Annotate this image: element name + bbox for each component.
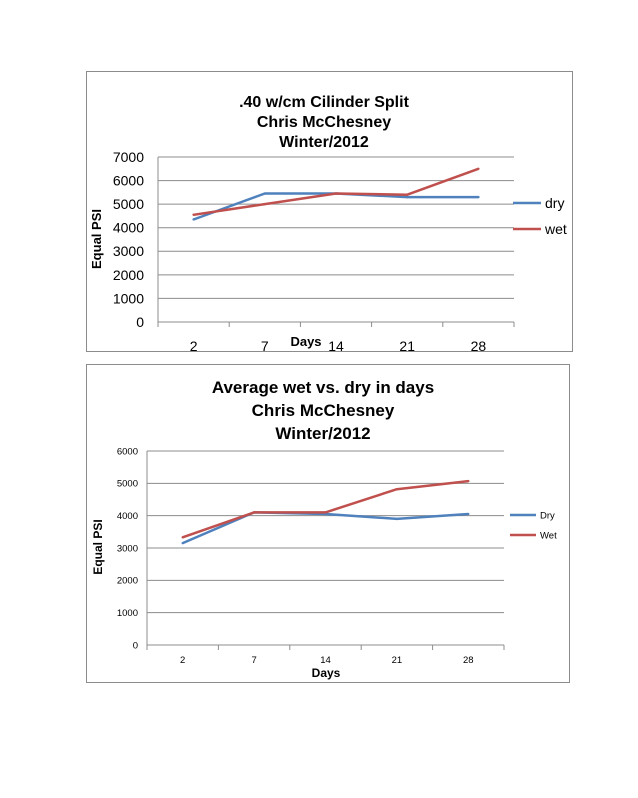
chart-2-point-Wet-14 <box>324 511 327 514</box>
chart-2-y-tick-3000: 3000 <box>117 543 138 554</box>
chart-1-series-line-dry <box>193 192 479 221</box>
chart-1-y-tick-2000: 2000 <box>113 267 144 283</box>
chart-1-point-wet-21 <box>406 193 409 196</box>
chart-1-point-dry-2 <box>192 218 195 221</box>
chart-1-legend-label-wet: wet <box>544 221 567 237</box>
chart-1-title-line-1: Chris McChesney <box>257 114 391 131</box>
chart-2-x-tick-14: 14 <box>320 655 331 666</box>
chart-1: .40 w/cm Cilinder Split Chris McChesney Wi… <box>86 71 573 354</box>
chart-1-x-tick-28: 28 <box>471 338 487 354</box>
chart-1-svg: .40 w/cm Cilinder Split Chris McChesney Wi… <box>89 94 567 354</box>
chart-2-point-Wet-2 <box>181 536 184 539</box>
chart-2-y-axis-title: Equal PSI <box>91 519 105 574</box>
chart-2-x-tick-28: 28 <box>463 655 474 666</box>
chart-2-y-tick-4000: 4000 <box>117 511 138 522</box>
chart-2-point-Dry-21 <box>395 517 399 521</box>
chart-1-y-tick-1000: 1000 <box>113 290 144 306</box>
chart-2-title-line-1: Chris McChesney <box>252 401 395 420</box>
chart-2-svg: Average wet vs. dry in days Chris McChesn… <box>91 378 557 680</box>
chart-2-y-tick-1000: 1000 <box>117 608 138 619</box>
chart-2-title-line-0: Average wet vs. dry in days <box>212 378 434 397</box>
chart-1-y-tick-5000: 5000 <box>113 196 144 212</box>
chart-2-point-Dry-28 <box>467 512 470 516</box>
chart-2-point-Wet-7 <box>252 511 256 514</box>
chart-2-point-Wet-21 <box>395 487 399 491</box>
chart-2-y-tick-0: 0 <box>133 640 138 651</box>
chart-1-point-wet-14 <box>334 192 338 195</box>
chart-1-y-tick-6000: 6000 <box>113 172 144 188</box>
chart-1-point-wet-7 <box>263 202 266 206</box>
chart-2-x-tick-2: 2 <box>180 655 185 666</box>
chart-1-point-wet-2 <box>192 213 195 216</box>
chart-1-y-axis-title: Equal PSI <box>89 209 104 269</box>
chart-2-x-tick-7: 7 <box>251 655 256 666</box>
chart-1-legend-label-dry: dry <box>545 195 564 211</box>
chart-1-y-tick-4000: 4000 <box>113 220 144 236</box>
chart-1-point-dry-28 <box>477 195 480 199</box>
chart-2-series-line-Wet <box>182 479 469 539</box>
chart-1-x-tick-14: 14 <box>328 338 344 354</box>
chart-2-point-Wet-28 <box>467 479 470 483</box>
chart-1-x-tick-7: 7 <box>261 338 269 354</box>
chart-2-y-tick-2000: 2000 <box>117 576 138 587</box>
chart-1-x-axis-title: Days <box>290 334 321 349</box>
chart-1-y-tick-0: 0 <box>136 314 144 330</box>
chart-2-title-line-2: Winter/2012 <box>275 424 370 443</box>
chart-1-title-line-0: .40 w/cm Cilinder Split <box>239 94 409 111</box>
chart-1-point-dry-21 <box>406 195 409 199</box>
chart-1-x-tick-2: 2 <box>190 338 198 354</box>
chart-1-point-dry-7 <box>263 192 266 195</box>
chart-2-legend-label-Wet: Wet <box>540 530 557 541</box>
chart-1-x-tick-21: 21 <box>399 338 415 354</box>
chart-1-y-tick-7000: 7000 <box>113 149 144 165</box>
chart-1-series-line-wet <box>193 167 479 217</box>
chart-1-title-line-2: Winter/2012 <box>279 134 369 151</box>
chart-2-series-line-Dry <box>182 511 469 545</box>
chart-2-y-tick-6000: 6000 <box>117 446 138 457</box>
chart-2-x-tick-21: 21 <box>392 655 403 666</box>
chart-2-x-axis-title: Days <box>312 666 341 680</box>
chart-1-y-tick-3000: 3000 <box>113 243 144 259</box>
chart-1-point-wet-28 <box>477 167 480 170</box>
chart-2-legend-label-Dry: Dry <box>540 510 555 521</box>
chart-2-point-Dry-2 <box>181 541 184 545</box>
chart-2: Average wet vs. dry in days Chris McChesn… <box>86 364 570 683</box>
chart-2-y-tick-5000: 5000 <box>117 479 138 490</box>
